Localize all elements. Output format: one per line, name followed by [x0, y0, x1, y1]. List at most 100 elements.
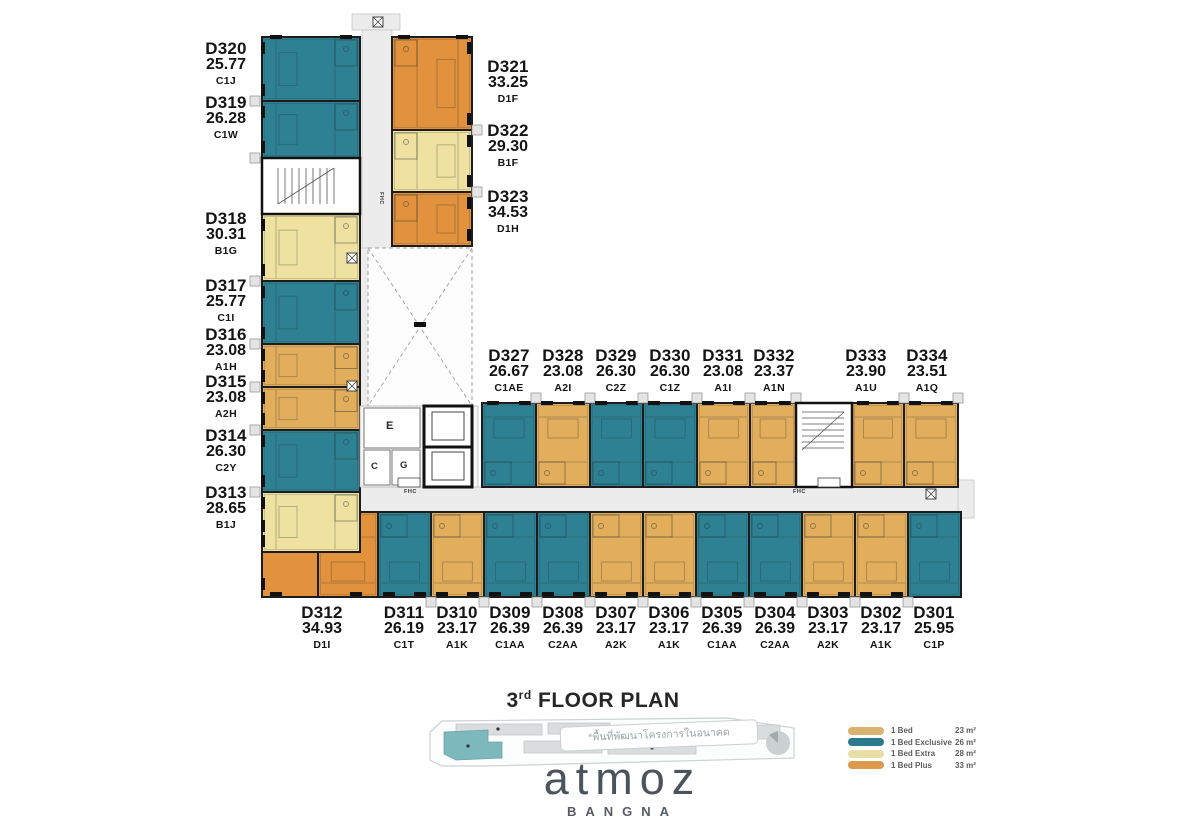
- balcony-wall-tick: [520, 592, 532, 596]
- legend-label: 1 Bed: [891, 726, 913, 735]
- ac-ledge: [249, 95, 261, 107]
- unit-id: D315: [205, 372, 247, 391]
- balcony-wall-tick: [860, 592, 872, 596]
- unit-id: D319: [205, 93, 247, 112]
- unit-area: 26.19: [383, 620, 425, 638]
- unit-label-d330: D330 26.30 C1Z: [628, 347, 712, 393]
- unit-type: D1F: [497, 92, 519, 105]
- unit-area: 34.93: [301, 620, 343, 638]
- keyplan-current-building: [443, 729, 503, 761]
- balcony-wall-tick: [541, 401, 553, 405]
- unit-label-d311: D311 26.19 C1T: [362, 604, 446, 650]
- balcony-wall-tick: [573, 592, 585, 596]
- unit-area: 26.30: [205, 443, 247, 461]
- unit-type: D1H: [497, 222, 519, 235]
- balcony-wall-tick: [467, 592, 479, 596]
- balcony-wall-tick: [648, 592, 660, 596]
- unit-label-d303: D303 23.17 A2K: [786, 604, 870, 650]
- ac-ledge: [790, 392, 802, 404]
- unit-area: 26.28: [205, 110, 247, 128]
- unit-d302: [854, 511, 909, 598]
- fhc-label-corridor: FHC: [378, 192, 384, 205]
- unit-area: 26.39: [754, 620, 796, 638]
- unit-label-d305: D305 26.39 C1AA: [680, 604, 764, 650]
- balcony-wall-tick: [519, 401, 531, 405]
- legend-swatch: [848, 749, 884, 758]
- unit-id: D329: [595, 346, 637, 365]
- unit-id: D328: [542, 346, 584, 365]
- unit-area: 26.67: [488, 363, 530, 381]
- unit-d309: [483, 511, 538, 598]
- unit-type: C2AA: [760, 638, 790, 651]
- unit-d317: [261, 280, 361, 345]
- unit-area: 23.17: [648, 620, 690, 638]
- legend-area: 26 m²: [955, 737, 976, 747]
- floor-suffix: rd: [518, 688, 532, 702]
- balcony-wall-tick: [702, 401, 714, 405]
- ac-ledge: [425, 596, 437, 608]
- unit-type: A1K: [870, 638, 892, 651]
- service-room-c-label: C: [371, 461, 378, 472]
- corridor: [359, 486, 969, 514]
- unit-id: D322: [487, 121, 529, 140]
- unit-area: 23.08: [205, 342, 247, 360]
- unit-label-d304: D304 26.39 C2AA: [733, 604, 817, 650]
- unit-label-d312: D312 34.93 D1I: [280, 604, 364, 650]
- ac-ledge: [744, 392, 756, 404]
- unit-area: 23.51: [906, 363, 948, 381]
- balcony-wall-tick: [261, 349, 265, 361]
- balcony-wall-tick: [261, 219, 265, 231]
- unit-area: 23.08: [702, 363, 744, 381]
- unit-label-d323: D323 34.53 D1H: [466, 188, 550, 234]
- balcony-wall-tick: [891, 592, 903, 596]
- balcony-wall-tick: [261, 413, 265, 425]
- balcony-wall-tick: [679, 592, 691, 596]
- unit-type: B1J: [215, 518, 237, 531]
- unit-d333: [851, 402, 905, 488]
- unit-type: A2H: [215, 407, 237, 420]
- balcony-wall-tick: [261, 84, 265, 96]
- unit-d332: [749, 402, 797, 488]
- balcony-wall-tick: [838, 592, 850, 596]
- unit-id: D333: [845, 346, 887, 365]
- unit-d310: [430, 511, 485, 598]
- balcony-wall-tick: [779, 401, 791, 405]
- unit-area: 23.90: [845, 363, 887, 381]
- ac-ledge: [691, 392, 703, 404]
- unit-label-d332: D332 23.37 A1N: [732, 347, 816, 393]
- unit-type: C1P: [923, 638, 945, 651]
- ac-ledge: [249, 338, 261, 350]
- unit-id: D306: [648, 603, 690, 622]
- service-room-g-label: G: [400, 460, 408, 471]
- unit-d305: [695, 511, 750, 598]
- unit-type: A1K: [658, 638, 680, 651]
- unit-area: 26.39: [701, 620, 743, 638]
- legend-swatch: [848, 738, 884, 746]
- ac-ledge: [249, 152, 261, 164]
- unit-label-d322: D322 29.30 B1F: [466, 122, 550, 168]
- balcony-wall-tick: [261, 578, 265, 590]
- balcony-wall-tick: [436, 592, 448, 596]
- balcony-wall-tick: [261, 535, 265, 547]
- legend-area: 28 m²: [955, 749, 976, 758]
- unit-label-d331: D331 23.08 A1I: [681, 347, 765, 393]
- unit-label-d328: D328 23.08 A2I: [521, 347, 605, 393]
- unit-label-d319: D319 26.28 C1W: [184, 94, 268, 140]
- brand-logo: atmoz: [543, 753, 702, 804]
- unit-d334: [903, 402, 959, 488]
- unit-type: C1W: [213, 128, 239, 141]
- balcony-wall-tick: [261, 286, 265, 298]
- balcony-wall-tick: [626, 401, 638, 405]
- unit-area: 26.39: [489, 620, 531, 638]
- unit-id: D330: [649, 346, 691, 365]
- balcony-wall-tick: [648, 401, 660, 405]
- unit-d303: [801, 511, 856, 598]
- unit-id: D309: [489, 603, 531, 622]
- unit-label-d301: D301 25.95 C1P: [892, 604, 976, 650]
- unit-area: 23.37: [753, 363, 795, 381]
- ac-ledge: [849, 596, 861, 608]
- unit-type: A2K: [605, 638, 627, 651]
- unit-id: D318: [205, 209, 247, 228]
